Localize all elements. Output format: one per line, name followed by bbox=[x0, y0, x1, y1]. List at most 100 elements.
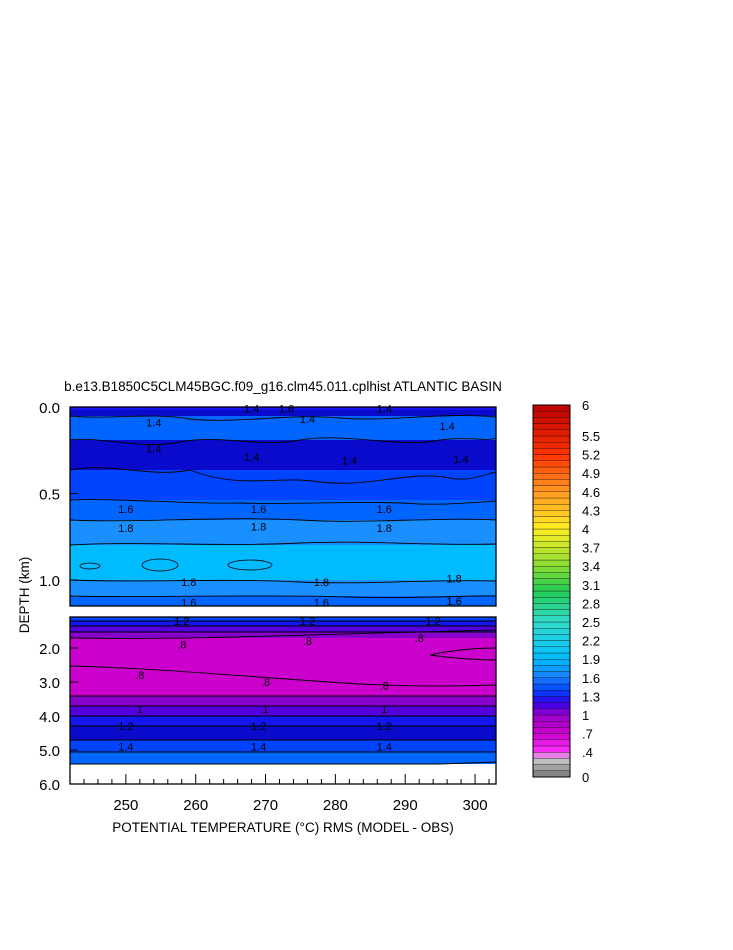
upper-contour-patch-0 bbox=[141, 558, 179, 572]
lower-contour-label-17: 1.4 bbox=[377, 742, 392, 754]
lower-contour-label-12: 1.2 bbox=[118, 721, 133, 733]
lower-panel-fill bbox=[69, 617, 497, 784]
upper-contour-line-2 bbox=[69, 467, 497, 484]
upper-contour-label-1: 1.6 bbox=[279, 404, 294, 416]
lower-band-0 bbox=[70, 617, 496, 621]
colorbar-segment bbox=[532, 541, 571, 548]
colorbar-segment bbox=[532, 479, 571, 486]
colorbar-segment bbox=[532, 578, 571, 585]
y-axis-label: DEPTH (km) bbox=[17, 557, 32, 634]
colorbar-label-1: 5.5 bbox=[582, 429, 600, 444]
lower-band-8 bbox=[70, 726, 496, 740]
colorbar-label-6: 4 bbox=[582, 522, 589, 537]
colorbar-frame bbox=[532, 404, 571, 778]
lower-contour-label-10: 1 bbox=[262, 704, 268, 716]
lower-contour-label-5: .8 bbox=[415, 633, 424, 645]
colorbar-label-11: 2.5 bbox=[582, 615, 600, 630]
colorbar-segment bbox=[532, 417, 571, 424]
upper-band-3 bbox=[70, 470, 496, 500]
colorbar-segment bbox=[532, 473, 571, 480]
colorbar-segment bbox=[532, 727, 571, 734]
upper-band-8 bbox=[70, 596, 496, 606]
upper-band-1 bbox=[70, 416, 496, 440]
lower-band-blank bbox=[70, 764, 496, 784]
upper-contour-label-18: 1.8 bbox=[446, 573, 461, 585]
colorbar-label-12: 2.2 bbox=[582, 634, 600, 649]
colorbar-label-14: 1.6 bbox=[582, 671, 600, 686]
colorbar-segment bbox=[532, 572, 571, 579]
lower-contour-line-3 bbox=[69, 629, 497, 639]
colorbar-segment bbox=[532, 504, 571, 511]
upper-contour-label-0: 1.4 bbox=[244, 404, 259, 416]
colorbar-segment bbox=[532, 566, 571, 573]
upper-contour-label-12: 1.6 bbox=[377, 504, 392, 516]
colorbar-labels: 6 5.5 5.2 4.9 4.6 4.3 4 3.7 3.4 3.1 2.8 2.5 2.2 1.9 1.… bbox=[582, 398, 600, 785]
lower-contour-label-2: 1.2 bbox=[425, 616, 440, 628]
upper-band-6 bbox=[70, 545, 496, 580]
colorbar-segment bbox=[532, 454, 571, 461]
colorbar-segment bbox=[532, 497, 571, 505]
colorbar-segment bbox=[532, 597, 571, 604]
lower-contour-line-4 bbox=[69, 665, 497, 687]
colorbar-segment bbox=[532, 745, 571, 753]
colorbar-segment bbox=[532, 690, 571, 697]
x-tick-label-2: 270 bbox=[253, 797, 278, 814]
upper-contour-label-10: 1.6 bbox=[118, 504, 133, 516]
colorbar-segment bbox=[532, 516, 571, 523]
colorbar-segment bbox=[532, 528, 571, 536]
lower-band-7 bbox=[70, 716, 496, 726]
colorbar-label-7: 3.7 bbox=[582, 541, 600, 556]
upper-contour-line-5 bbox=[69, 541, 497, 546]
colorbar-segment bbox=[532, 411, 571, 418]
lower-contour-label-13: 1.2 bbox=[251, 721, 266, 733]
colorbar-segment bbox=[532, 485, 571, 492]
colorbar-segment bbox=[532, 584, 571, 592]
lower-contour-label-4: .8 bbox=[303, 636, 312, 648]
lower-band-9 bbox=[70, 740, 496, 752]
lower-contour-label-14: 1.2 bbox=[377, 721, 392, 733]
lower-band-2 bbox=[70, 626, 496, 632]
lower-contour-label-3: .8 bbox=[177, 640, 186, 652]
colorbar-label-16: 1 bbox=[582, 708, 589, 723]
colorbar-segment bbox=[532, 714, 571, 722]
colorbar-segment bbox=[532, 522, 571, 530]
lower-y-tick-label-4: 6.0 bbox=[39, 777, 60, 794]
upper-contour-label-21: 1.6 bbox=[446, 596, 461, 608]
lower-contour-label-16: 1.4 bbox=[251, 742, 266, 754]
colorbar-segment bbox=[532, 640, 571, 647]
lower-panel-frame bbox=[69, 616, 497, 785]
upper-contour-label-6: 1.4 bbox=[146, 444, 161, 456]
upper-contour-label-8: 1.4 bbox=[342, 456, 357, 468]
colorbar-segment bbox=[532, 435, 571, 443]
upper-contour-line-3 bbox=[69, 499, 497, 505]
colorbar-segment bbox=[532, 615, 571, 623]
colorbar-fill bbox=[532, 404, 571, 778]
upper-contour-label-5: 1.4 bbox=[439, 421, 454, 433]
lower-y-tick-label-2: 4.0 bbox=[39, 709, 60, 726]
colorbar-segment bbox=[532, 590, 571, 598]
upper-contour-label-3: 1.4 bbox=[146, 418, 161, 430]
upper-panel: 1.4 1.6 1.4 1.4 1.4 1.4 1.4 1.4 1.4 1.4 1.6 1.6 1.6 1… bbox=[39, 400, 497, 610]
lower-contour-line-13 bbox=[70, 761, 497, 765]
lower-contour-label-0: 1.2 bbox=[174, 616, 189, 628]
lower-panel: 1.2 1.2 1.2.8.8.8.8.8.81 1 11.2 1.2 1.21.4 1.4 1… bbox=[39, 616, 497, 814]
colorbar-segment bbox=[532, 646, 571, 654]
lower-y-tick-label-3: 5.0 bbox=[39, 743, 60, 760]
lower-panel-contour-labels: 1.2 1.2 1.2.8.8.8.8.8.81 1 11.2 1.2 1.21.4 1.4 1… bbox=[118, 616, 441, 754]
lower-contour-line-6 bbox=[429, 654, 497, 661]
lower-band-6 bbox=[70, 706, 496, 716]
colorbar-label-2: 5.2 bbox=[582, 448, 600, 463]
colorbar-segment bbox=[532, 553, 571, 561]
colorbar-label-0: 6 bbox=[582, 398, 589, 413]
colorbar-segment bbox=[532, 547, 571, 554]
colorbar-label-17: .7 bbox=[582, 727, 593, 742]
upper-contour-label-9: 1.4 bbox=[453, 454, 468, 466]
colorbar-segment bbox=[532, 733, 571, 740]
upper-panel-fill bbox=[69, 407, 497, 606]
colorbar-segment bbox=[532, 609, 571, 616]
lower-contour-label-8: .8 bbox=[380, 680, 389, 692]
x-tick-label-0: 250 bbox=[113, 797, 138, 814]
colorbar-segment bbox=[532, 460, 571, 468]
lower-contour-label-9: 1 bbox=[137, 704, 143, 716]
colorbar-segment bbox=[532, 702, 571, 709]
